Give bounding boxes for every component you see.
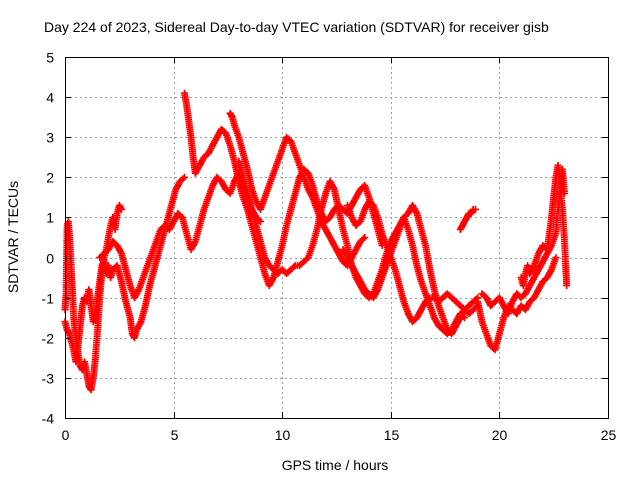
y-tick-label: 0 bbox=[46, 251, 54, 267]
axis-ticks bbox=[65, 57, 609, 419]
x-axis-label: GPS time / hours bbox=[282, 457, 389, 473]
data-point bbox=[472, 205, 479, 213]
data-point bbox=[118, 205, 125, 213]
series-track-g bbox=[343, 197, 482, 326]
y-tick-label: 4 bbox=[46, 90, 54, 106]
data-point bbox=[181, 173, 188, 181]
y-tick-label: 5 bbox=[46, 50, 54, 66]
y-tick-label: 2 bbox=[46, 170, 54, 186]
series-track-h bbox=[339, 213, 469, 338]
chart-title: Day 224 of 2023, Sidereal Day-to-day VTE… bbox=[44, 19, 549, 35]
series-track-d bbox=[181, 89, 386, 290]
data-points bbox=[61, 89, 571, 394]
y-tick-label: -1 bbox=[42, 291, 55, 307]
x-tick-label: 20 bbox=[492, 427, 508, 443]
axis-tick-labels: 0 5 10 15 20 25 -4 -3 -2 -1 0 1 2 3 4 5 bbox=[42, 50, 617, 444]
x-tick-label: 10 bbox=[275, 427, 291, 443]
series-track-j bbox=[474, 254, 560, 354]
x-tick-label: 15 bbox=[384, 427, 400, 443]
plot-frame bbox=[65, 57, 609, 419]
series-track-e bbox=[226, 109, 369, 270]
data-point bbox=[461, 314, 469, 322]
data-point bbox=[359, 235, 367, 243]
x-tick-label: 5 bbox=[171, 427, 179, 443]
x-tick-label: 25 bbox=[601, 427, 617, 443]
y-tick-label: -4 bbox=[42, 411, 55, 427]
y-tick-label: 1 bbox=[46, 210, 54, 226]
series-track-l bbox=[517, 161, 571, 290]
series-track-b bbox=[61, 173, 188, 366]
data-point bbox=[459, 312, 467, 320]
y-tick-label: -2 bbox=[42, 331, 55, 347]
y-tick-label: 3 bbox=[46, 130, 54, 146]
data-point bbox=[563, 282, 571, 290]
data-point bbox=[290, 263, 298, 271]
x-tick-label: 0 bbox=[62, 427, 70, 443]
data-point bbox=[361, 234, 369, 241]
series-track-i bbox=[456, 205, 479, 233]
data-point bbox=[552, 254, 560, 262]
data-point bbox=[179, 175, 187, 183]
y-tick-label: -3 bbox=[42, 371, 55, 387]
y-axis-label: SDTVAR / TECUs bbox=[5, 181, 21, 293]
series-track-k bbox=[478, 165, 569, 318]
